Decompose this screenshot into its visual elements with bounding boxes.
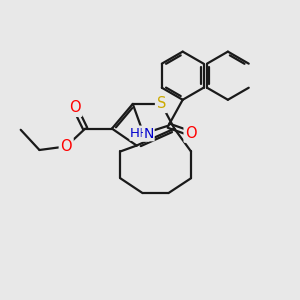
Text: O: O [60,139,72,154]
Text: S: S [157,96,166,111]
Text: H: H [130,127,140,140]
Text: O: O [185,126,197,141]
Text: N: N [144,127,154,141]
Text: H: H [139,127,148,140]
Text: O: O [69,100,81,115]
